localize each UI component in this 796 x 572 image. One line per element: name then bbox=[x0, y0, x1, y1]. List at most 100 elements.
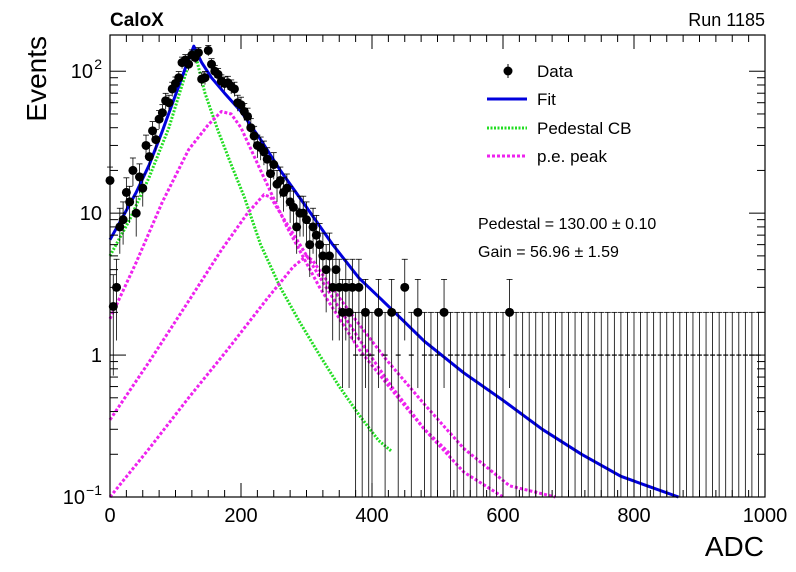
data-point bbox=[395, 311, 402, 497]
data-point bbox=[115, 207, 125, 254]
data-point bbox=[532, 311, 539, 497]
data-point bbox=[439, 278, 449, 389]
data-point bbox=[144, 145, 154, 171]
data-point bbox=[229, 81, 239, 97]
data-points bbox=[105, 45, 762, 497]
data-point bbox=[151, 129, 161, 152]
data-point bbox=[427, 311, 434, 497]
data-point bbox=[374, 278, 384, 389]
data-point bbox=[344, 278, 354, 389]
data-point bbox=[617, 311, 624, 497]
data-point bbox=[565, 311, 572, 497]
data-point-marker bbox=[308, 222, 318, 232]
data-point bbox=[696, 311, 703, 497]
x-tick-label: 1000 bbox=[743, 505, 788, 527]
data-point bbox=[585, 311, 592, 497]
x-axis-label: ADC bbox=[705, 531, 764, 562]
data-point-marker bbox=[374, 307, 384, 317]
data-point-marker bbox=[302, 215, 311, 225]
data-point-marker bbox=[505, 307, 515, 317]
data-point-marker bbox=[144, 152, 154, 162]
data-point-marker bbox=[151, 135, 161, 145]
data-point-marker bbox=[134, 172, 144, 182]
data-point bbox=[236, 96, 246, 114]
x-tick-label: 600 bbox=[486, 505, 519, 527]
run-label: Run 1185 bbox=[688, 10, 765, 30]
data-point bbox=[131, 195, 141, 237]
data-point bbox=[650, 311, 657, 497]
data-point bbox=[552, 311, 559, 497]
data-point bbox=[500, 311, 506, 497]
data-point bbox=[598, 311, 605, 497]
data-point bbox=[347, 258, 357, 341]
data-point bbox=[262, 147, 272, 174]
fit-curve bbox=[108, 44, 680, 499]
data-point bbox=[200, 71, 210, 85]
data-point bbox=[288, 190, 298, 230]
data-point-marker bbox=[311, 230, 321, 240]
legend-fit-label: Fit bbox=[537, 90, 556, 109]
data-point bbox=[572, 311, 579, 497]
x-tick-label: 0 bbox=[104, 505, 115, 527]
data-point bbox=[558, 311, 565, 497]
data-point bbox=[473, 311, 480, 497]
data-point-marker bbox=[249, 131, 259, 141]
data-point bbox=[413, 278, 423, 389]
data-point-marker bbox=[121, 187, 131, 197]
data-point bbox=[311, 214, 321, 265]
legend-pedestal-label: Pedestal CB bbox=[537, 119, 632, 138]
legend-data-marker bbox=[503, 66, 513, 76]
data-point bbox=[128, 157, 138, 187]
data-point bbox=[308, 207, 318, 254]
data-point-marker bbox=[259, 147, 269, 157]
data-point bbox=[591, 311, 598, 497]
data-point bbox=[352, 311, 359, 497]
data-point bbox=[486, 311, 493, 497]
data-point bbox=[519, 311, 526, 497]
data-point bbox=[318, 232, 328, 293]
data-point-marker bbox=[229, 84, 239, 94]
data-point-marker bbox=[347, 282, 357, 292]
data-point-marker bbox=[108, 301, 118, 311]
data-point-marker bbox=[305, 240, 315, 250]
data-point-marker bbox=[341, 282, 351, 292]
data-point-marker bbox=[157, 108, 167, 118]
y-tick-base: 10 bbox=[63, 487, 85, 509]
gain-annotation: Gain = 56.96 ± 1.59 bbox=[478, 244, 619, 261]
data-point-marker bbox=[184, 59, 194, 69]
data-point bbox=[748, 311, 755, 497]
data-point bbox=[689, 311, 696, 497]
data-point bbox=[526, 311, 533, 497]
data-point-marker bbox=[200, 73, 210, 83]
data-point-marker bbox=[131, 208, 141, 218]
data-point bbox=[138, 173, 148, 207]
data-point bbox=[315, 223, 325, 277]
data-point bbox=[729, 311, 736, 497]
data-point-marker bbox=[354, 282, 364, 292]
data-point bbox=[663, 311, 670, 497]
data-point bbox=[243, 107, 253, 127]
legend-pe-label: p.e. peak bbox=[537, 147, 607, 166]
data-point bbox=[387, 278, 397, 389]
data-point bbox=[334, 258, 344, 341]
data-point-marker bbox=[331, 265, 341, 275]
data-point bbox=[382, 311, 389, 497]
data-point bbox=[631, 311, 637, 497]
data-point bbox=[302, 201, 311, 245]
data-point-marker bbox=[318, 251, 328, 261]
data-point-marker bbox=[344, 307, 354, 317]
data-point-marker bbox=[174, 73, 184, 83]
data-point bbox=[722, 311, 729, 497]
data-point bbox=[460, 311, 467, 497]
data-point bbox=[269, 152, 279, 180]
data-point-marker bbox=[213, 69, 223, 79]
data-point-marker bbox=[148, 126, 158, 136]
data-point bbox=[174, 71, 184, 85]
y-tick-base: 1 bbox=[91, 345, 102, 367]
data-point-marker bbox=[125, 197, 135, 207]
data-point bbox=[539, 311, 546, 497]
data-point bbox=[657, 311, 664, 497]
data-point-marker bbox=[193, 48, 203, 58]
data-point-marker bbox=[203, 45, 213, 55]
